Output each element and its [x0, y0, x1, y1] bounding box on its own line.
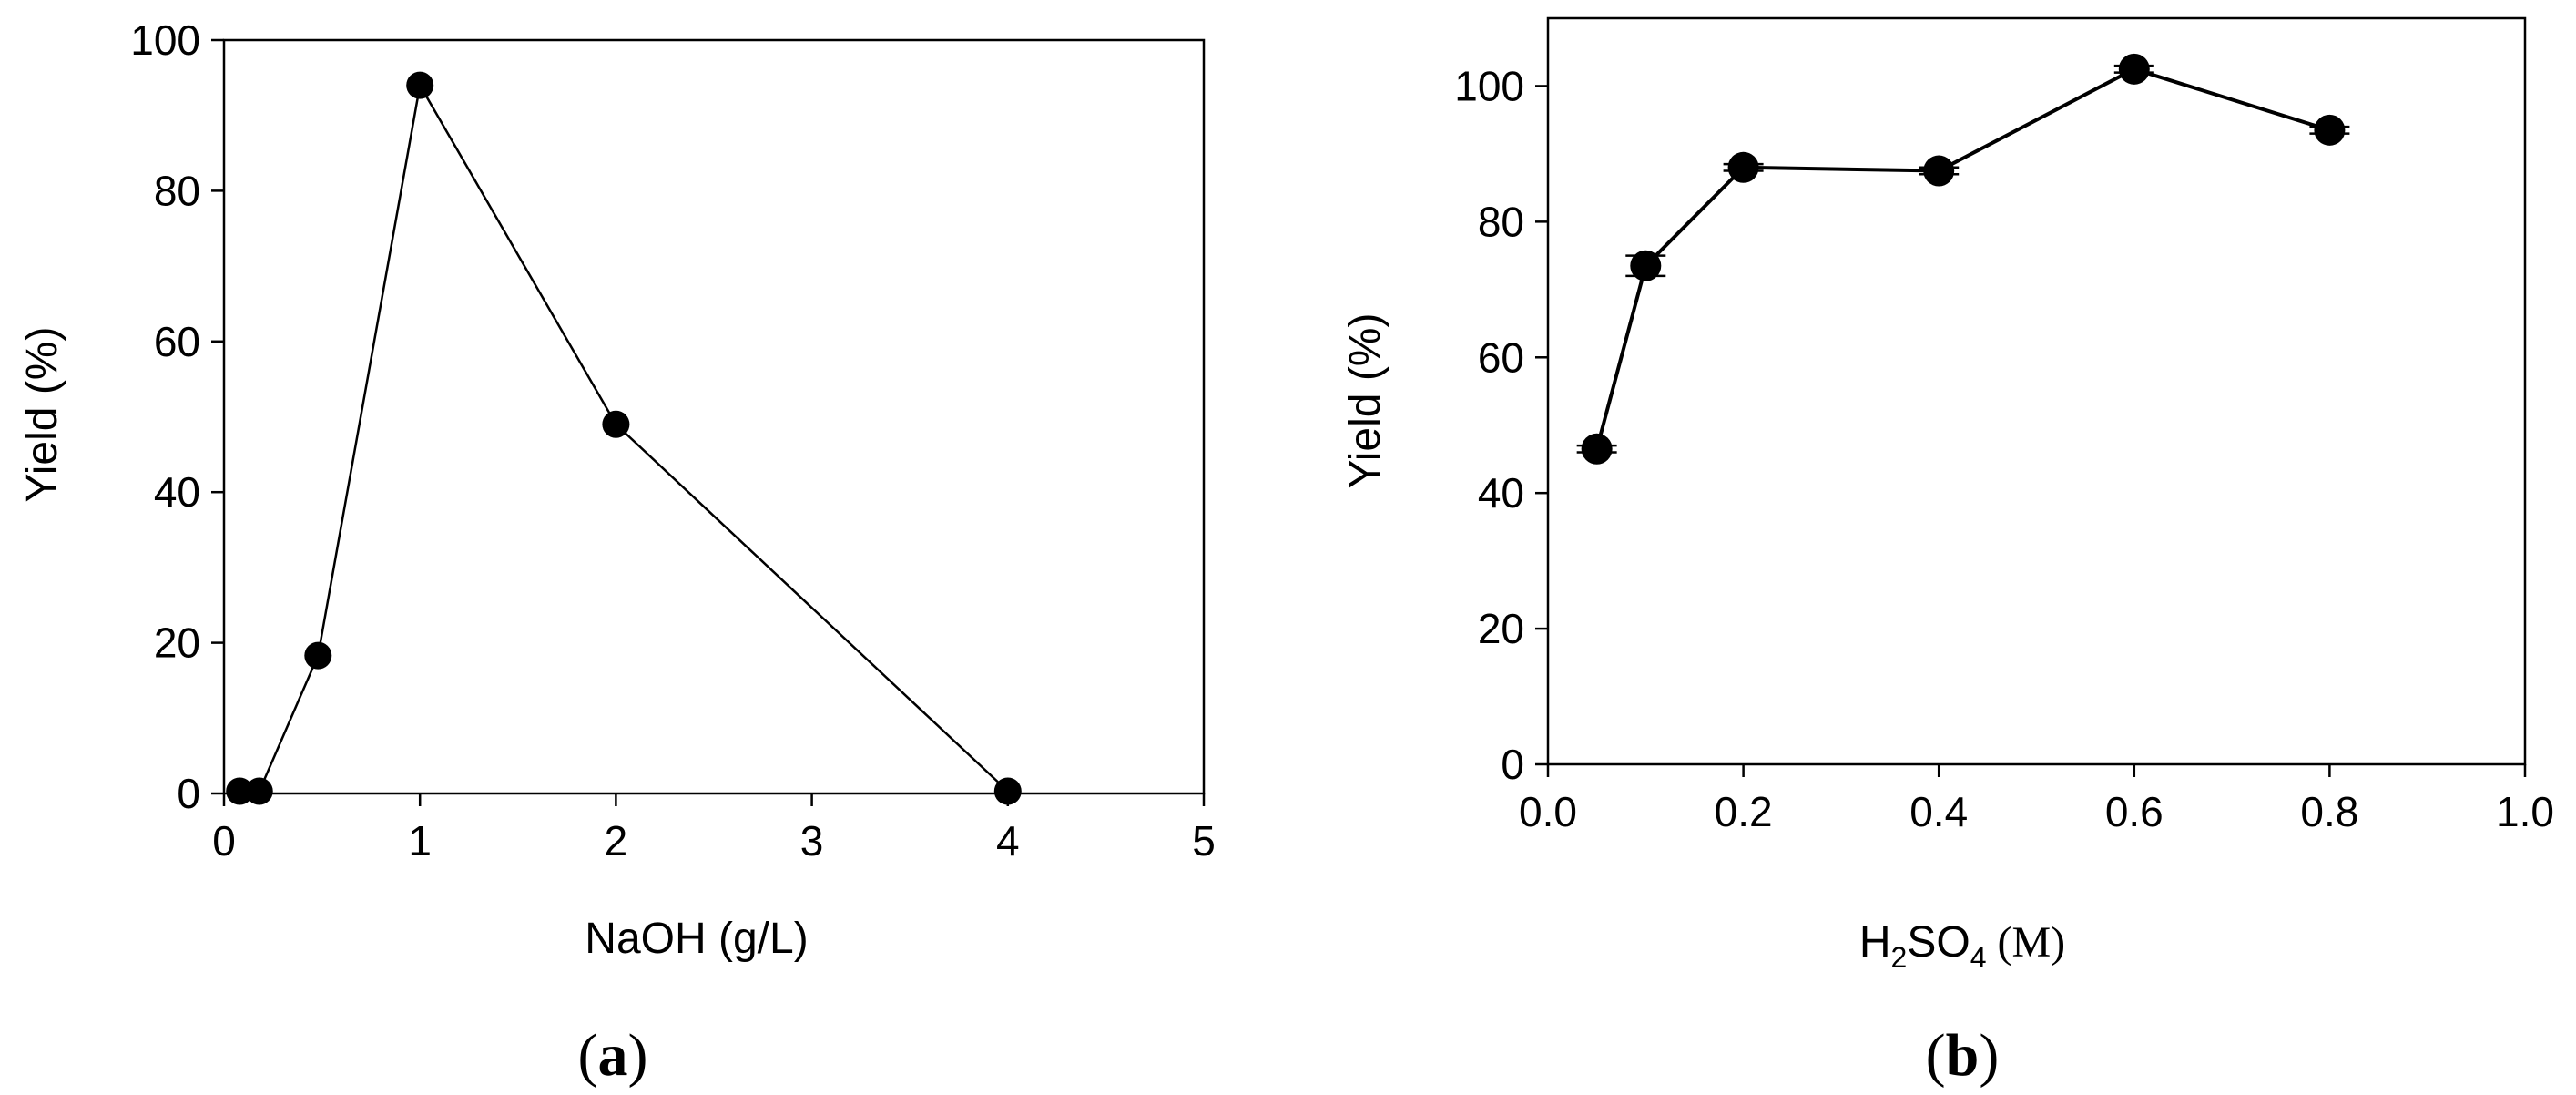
panel-paren-open-a: ( [578, 1022, 598, 1089]
panel-letter-b: b [1946, 1022, 1980, 1089]
y-tick-label: 0 [1501, 741, 1524, 788]
chart-panel-b: 0.0 0.2 0.4 0.6 0.8 1.0 0 20 40 60 80 100 H2SO4 (M)… [1341, 16, 2554, 1089]
x-tick-label: 0.2 [1715, 788, 1773, 835]
x-tick-label: 0.6 [2105, 788, 2164, 835]
x-tick-label: 3 [800, 817, 824, 865]
y-tick-label: 60 [1478, 333, 1524, 381]
x-tick-label: 1 [408, 817, 432, 865]
y-tick-label: 0 [177, 770, 200, 817]
data-point [304, 641, 332, 670]
x-tick-label: 4 [996, 817, 1020, 865]
data-point [2118, 53, 2150, 85]
data-point [1581, 433, 1613, 465]
panel-paren-open-b: ( [1926, 1022, 1946, 1089]
x-tick-label: 0.4 [1909, 788, 1968, 835]
x-tick-label: 0.8 [2300, 788, 2358, 835]
series-line [239, 82, 1009, 793]
x-tick-label: 1.0 [2496, 788, 2554, 835]
x-axis-title-b-h: H [1859, 918, 1891, 967]
y-axis-title-a: Yield (%) [18, 327, 66, 503]
x-tick-label: 0 [212, 817, 236, 865]
data-point [602, 410, 630, 438]
data-point [2314, 114, 2346, 146]
panel-label-b: (b) [1926, 1022, 2000, 1089]
x-tick-label: 5 [1192, 817, 1216, 865]
plot-area-a: 0 1 2 3 4 5 0 20 40 60 80 100 [130, 16, 1216, 865]
panel-paren-close-a: ) [628, 1022, 648, 1089]
x-axis-title-b-sub4: 4 [1970, 941, 1987, 974]
plot-area-b: 0.0 0.2 0.4 0.6 0.8 1.0 0 20 40 60 80 100 [1454, 16, 2554, 835]
y-axis-title-b: Yield (%) [1341, 313, 1390, 489]
data-point [993, 777, 1022, 805]
plot-frame [1546, 16, 2527, 766]
y-tick-label: 80 [1478, 198, 1524, 245]
y-tick-label: 40 [1478, 469, 1524, 517]
x-axis-title-a: NaOH (g/L) [585, 915, 808, 963]
x-axis-title-b-unit: (M) [1986, 918, 2065, 967]
panel-label-a: (a) [578, 1022, 648, 1089]
y-tick-label: 60 [154, 318, 200, 365]
panel-letter-a: a [598, 1022, 628, 1089]
y-tick-label: 100 [1454, 62, 1524, 109]
y-tick-label: 100 [130, 16, 200, 64]
panel-paren-close-b: ) [1979, 1022, 1999, 1089]
x-tick-label: 2 [605, 817, 628, 865]
y-tick-label: 20 [1478, 605, 1524, 652]
data-point [1727, 151, 1759, 183]
plot-frame [222, 38, 1206, 795]
data-point [1923, 155, 1955, 187]
y-tick-label: 40 [154, 468, 200, 516]
data-point [245, 777, 273, 805]
data-point [406, 71, 434, 99]
y-tick-label: 80 [154, 167, 200, 214]
x-tick-label: 0.0 [1519, 788, 1577, 835]
x-axis-title-b-sub2: 2 [1891, 941, 1908, 974]
data-point [1630, 250, 1662, 281]
data-point [226, 777, 254, 805]
y-tick-label: 20 [154, 619, 200, 667]
x-axis-title-b: H2SO4 (M) [1859, 918, 2065, 974]
series-line [1594, 67, 2330, 450]
x-axis-title-b-so: SO [1907, 918, 1970, 967]
